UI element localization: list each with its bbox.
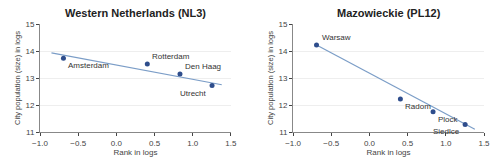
svg-text:11: 11 — [26, 128, 35, 137]
svg-text:Mazowieckie (PL12): Mazowieckie (PL12) — [337, 7, 441, 19]
svg-text:14: 14 — [25, 47, 34, 56]
svg-text:City population (size) in logs: City population (size) in logs — [266, 31, 275, 125]
svg-text:0.0: 0.0 — [364, 139, 376, 148]
svg-text:1.5: 1.5 — [225, 139, 237, 148]
svg-text:Utrecht: Utrecht — [180, 89, 207, 98]
svg-text:Western Netherlands (NL3): Western Netherlands (NL3) — [65, 7, 206, 19]
svg-text:−1.0: −1.0 — [32, 139, 48, 148]
svg-text:Rank in logs: Rank in logs — [367, 148, 411, 157]
svg-text:Amsterdam: Amsterdam — [68, 61, 109, 70]
svg-text:Den Haag: Den Haag — [185, 62, 221, 71]
svg-text:Plock: Plock — [438, 115, 459, 124]
svg-text:−0.5: −0.5 — [70, 139, 86, 148]
svg-text:14: 14 — [279, 47, 288, 56]
svg-text:Warsaw: Warsaw — [322, 33, 351, 42]
svg-text:13: 13 — [25, 74, 34, 83]
svg-text:0.5: 0.5 — [402, 139, 414, 148]
svg-text:11: 11 — [279, 128, 288, 137]
svg-text:1.0: 1.0 — [440, 139, 452, 148]
svg-text:12: 12 — [25, 101, 34, 110]
svg-text:15: 15 — [279, 20, 288, 29]
svg-text:Rotterdam: Rotterdam — [152, 52, 190, 61]
svg-text:13: 13 — [279, 74, 288, 83]
svg-text:1.5: 1.5 — [478, 139, 490, 148]
svg-text:−0.5: −0.5 — [323, 139, 339, 148]
svg-text:City population (size) in logs: City population (size) in logs — [13, 31, 22, 125]
svg-text:−1.0: −1.0 — [285, 139, 301, 148]
svg-text:Rank in logs: Rank in logs — [113, 148, 157, 157]
svg-text:Siedlce: Siedlce — [433, 127, 460, 136]
svg-text:15: 15 — [25, 20, 34, 29]
svg-text:12: 12 — [279, 101, 288, 110]
svg-text:1.0: 1.0 — [187, 139, 199, 148]
svg-text:0.0: 0.0 — [111, 139, 123, 148]
svg-text:Radom: Radom — [405, 102, 431, 111]
svg-text:0.5: 0.5 — [149, 139, 161, 148]
